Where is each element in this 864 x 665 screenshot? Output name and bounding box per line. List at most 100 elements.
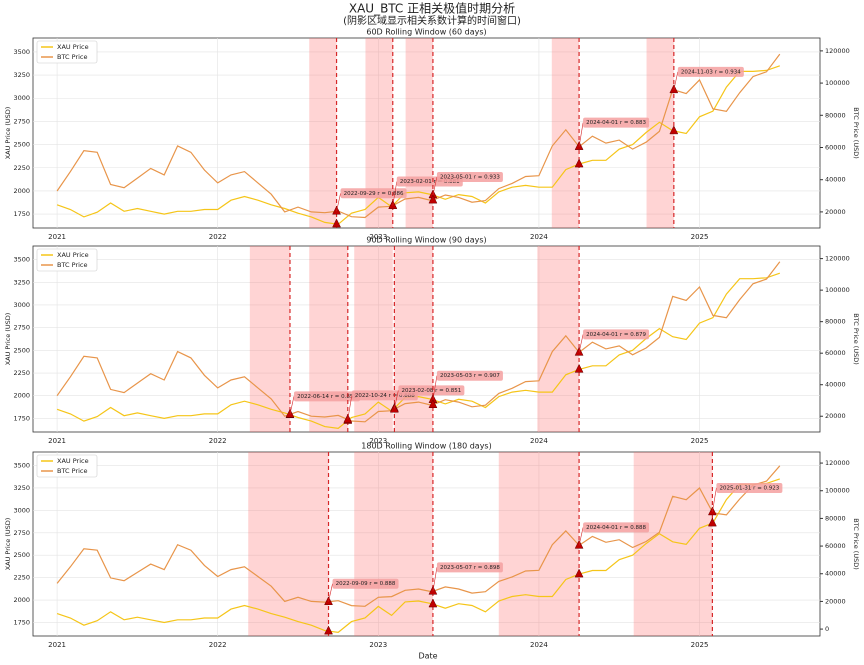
y-axis-label: XAU Price (USD) bbox=[4, 518, 12, 571]
x-tick-label: 2024 bbox=[530, 641, 548, 649]
extreme-marker bbox=[428, 598, 438, 608]
annotation-box bbox=[436, 562, 503, 573]
annotation-box bbox=[293, 391, 360, 402]
y2-tick-label: 40000 bbox=[825, 381, 846, 389]
y-tick-label: 2750 bbox=[13, 117, 30, 125]
annotation-label: 2023-05-01 r = 0.933 bbox=[440, 175, 500, 181]
y2-tick-label: 40000 bbox=[825, 570, 846, 578]
annotation-box bbox=[583, 329, 650, 340]
annotation-label: 2023-05-03 r = 0.907 bbox=[440, 373, 500, 379]
y-tick-label: 2000 bbox=[13, 596, 30, 604]
extreme-marker bbox=[428, 194, 438, 204]
extreme-marker bbox=[707, 517, 717, 527]
y-tick-label: 3250 bbox=[13, 278, 30, 286]
series-line bbox=[56, 65, 780, 225]
chart-subtitle: (阴影区域显示相关系数计算的时间窗口) bbox=[343, 14, 521, 27]
legend-label: XAU Price bbox=[57, 251, 89, 259]
y2-tick-label: 80000 bbox=[825, 318, 846, 326]
x-tick-label: 2023 bbox=[369, 437, 387, 445]
annotation-box bbox=[583, 117, 650, 128]
window-region bbox=[551, 38, 580, 228]
annotation-label: 2022-06-14 r = 0.853 bbox=[297, 394, 357, 400]
window-region bbox=[365, 38, 393, 228]
annotation-arrow bbox=[394, 390, 399, 409]
window-region bbox=[633, 452, 713, 636]
plot-area bbox=[32, 245, 821, 433]
y2-tick-label: 120000 bbox=[825, 459, 850, 467]
y2-tick-label: 20000 bbox=[825, 208, 846, 216]
y-tick-label: 3500 bbox=[13, 256, 30, 264]
window-region bbox=[646, 38, 674, 228]
y2-tick-label: 0 bbox=[825, 625, 829, 633]
y-tick-label: 3500 bbox=[13, 48, 30, 56]
y-tick-label: 2000 bbox=[13, 187, 30, 195]
x-tick-label: 2022 bbox=[209, 233, 227, 241]
series-line bbox=[56, 261, 781, 423]
y-tick-label: 3250 bbox=[13, 484, 30, 492]
y-tick-label: 2750 bbox=[13, 324, 30, 332]
x-tick-label: 2023 bbox=[369, 233, 387, 241]
annotation-label: 2023-05-07 r = 0.898 bbox=[440, 565, 500, 571]
extreme-marker bbox=[669, 125, 679, 135]
x-tick-label: 2023 bbox=[369, 641, 387, 649]
x-tick-label: 2021 bbox=[48, 233, 66, 241]
legend-label: BTC Price bbox=[57, 53, 88, 61]
extreme-marker bbox=[428, 399, 438, 408]
x-tick-label: 2024 bbox=[530, 437, 548, 445]
annotation-label: 2023-02-08 r = 0.851 bbox=[401, 388, 461, 394]
legend-label: BTC Price bbox=[57, 261, 88, 269]
y2-tick-label: 20000 bbox=[825, 412, 846, 420]
extreme-marker bbox=[332, 218, 341, 228]
window-region bbox=[309, 246, 348, 432]
y-tick-label: 3000 bbox=[13, 301, 30, 309]
y-tick-label: 1750 bbox=[13, 210, 30, 218]
y2-tick-label: 40000 bbox=[825, 176, 846, 184]
legend-label: XAU Price bbox=[57, 457, 89, 465]
window-region bbox=[354, 246, 393, 432]
annotation-box bbox=[436, 370, 503, 381]
y2-tick-label: 60000 bbox=[825, 143, 846, 151]
x-tick-label: 2025 bbox=[691, 641, 709, 649]
y2-axis-label: BTC Price (USD) bbox=[852, 518, 860, 570]
x-tick-label: 2025 bbox=[691, 233, 709, 241]
annotation-box bbox=[398, 385, 465, 396]
extreme-marker bbox=[574, 363, 584, 373]
y-axis-label: XAU Price (USD) bbox=[4, 313, 12, 366]
y2-tick-label: 60000 bbox=[825, 349, 846, 357]
y-tick-label: 3250 bbox=[13, 71, 30, 79]
annotation-arrow bbox=[578, 122, 584, 147]
y-tick-label: 3500 bbox=[13, 461, 30, 469]
y-tick-label: 2500 bbox=[13, 141, 30, 149]
annotation-box bbox=[340, 188, 407, 199]
annotation-arrow bbox=[432, 567, 438, 592]
y-axis-label: XAU Price (USD) bbox=[4, 107, 12, 160]
y-tick-label: 3000 bbox=[13, 506, 30, 514]
annotation-label: 2024-04-01 r = 0.883 bbox=[586, 120, 646, 126]
y2-axis-label: BTC Price (USD) bbox=[852, 107, 860, 159]
y2-tick-label: 100000 bbox=[825, 286, 850, 294]
annotation-arrow bbox=[432, 176, 438, 196]
extreme-marker bbox=[324, 625, 333, 635]
y-tick-label: 2500 bbox=[13, 551, 30, 559]
annotation-label: 2022-09-09 r = 0.888 bbox=[336, 581, 396, 587]
panel-title: 180D Rolling Window (180 days) bbox=[361, 442, 491, 451]
annotation-arrow bbox=[432, 375, 438, 400]
y-tick-label: 2250 bbox=[13, 164, 30, 172]
y-tick-label: 3000 bbox=[13, 94, 30, 102]
annotation-label: 2024-11-03 r = 0.934 bbox=[681, 69, 741, 75]
y2-tick-label: 60000 bbox=[825, 542, 846, 550]
window-region bbox=[498, 452, 580, 636]
plot-area bbox=[32, 451, 821, 637]
y-tick-label: 1750 bbox=[13, 414, 30, 422]
extreme-marker bbox=[574, 568, 584, 578]
x-axis-label: Date bbox=[418, 652, 437, 661]
y2-tick-label: 100000 bbox=[825, 79, 850, 87]
annotation-arrow bbox=[578, 334, 584, 353]
y-tick-label: 2000 bbox=[13, 392, 30, 400]
y2-tick-label: 80000 bbox=[825, 514, 846, 522]
series-line bbox=[56, 478, 780, 634]
annotation-arrow bbox=[712, 487, 717, 513]
series-line bbox=[56, 465, 781, 607]
panel-title: 90D Rolling Window (90 days) bbox=[366, 236, 486, 245]
